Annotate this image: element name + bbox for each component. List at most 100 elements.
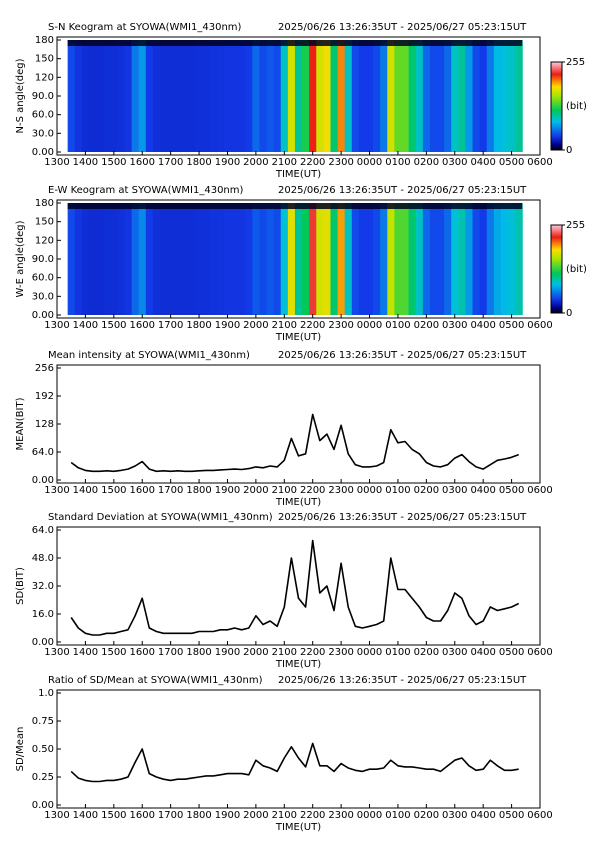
- x-tick-label: 1400: [73, 320, 98, 331]
- y-axis-label: SD/Mean: [15, 727, 26, 772]
- x-tick-label: 2000: [243, 647, 268, 658]
- y-tick-label: 128: [35, 419, 54, 430]
- x-tick-label: 1400: [73, 647, 98, 658]
- keogram-column: [252, 40, 260, 152]
- x-tick-label: 2100: [272, 157, 297, 168]
- x-tick-label: 1500: [101, 810, 126, 821]
- x-tick-label: 1600: [130, 485, 155, 496]
- keogram-column: [323, 40, 331, 152]
- keogram-column: [437, 40, 445, 152]
- keogram-column: [380, 203, 388, 315]
- keogram-column: [188, 40, 197, 152]
- x-tick-label: 0400: [470, 810, 495, 821]
- keogram-column: [444, 203, 452, 315]
- keogram-column: [74, 203, 83, 315]
- keogram-column: [223, 40, 232, 152]
- x-tick-label: 0500: [499, 320, 524, 331]
- keogram-column: [415, 40, 424, 152]
- x-tick-label: 2100: [272, 810, 297, 821]
- keogram-column: [96, 203, 104, 315]
- keogram-column: [103, 203, 111, 315]
- x-tick-label: 0100: [385, 485, 410, 496]
- keogram-column: [422, 40, 431, 152]
- keogram-column: [223, 203, 232, 315]
- keogram-column: [465, 40, 474, 152]
- keogram-column: [330, 203, 339, 315]
- keogram-column: [294, 40, 303, 152]
- keogram-column: [394, 203, 402, 315]
- chart-title: Ratio of SD/Mean at SYOWA(WMI1_430nm): [48, 675, 263, 686]
- y-tick-label: 0.25: [32, 772, 54, 783]
- y-tick-label: 30.0: [32, 128, 54, 139]
- colorbar-tick-label: 0: [566, 145, 572, 156]
- keogram-column: [273, 40, 282, 152]
- keogram-column: [124, 40, 133, 152]
- x-tick-label: 0400: [470, 485, 495, 496]
- x-tick-label: 0100: [385, 810, 410, 821]
- x-tick-label: 1800: [186, 485, 211, 496]
- x-tick-label: 1600: [130, 810, 155, 821]
- keogram-column: [231, 203, 239, 315]
- keogram-column: [110, 203, 118, 315]
- keogram-column: [493, 203, 502, 315]
- keogram-column: [515, 40, 523, 152]
- x-axis-label: TIME(UT): [275, 497, 321, 508]
- keogram-column: [67, 203, 76, 315]
- keogram-column: [259, 40, 268, 152]
- x-tick-label: 2300: [328, 647, 353, 658]
- x-tick-label: 1800: [186, 320, 211, 331]
- keogram-column: [209, 40, 218, 152]
- keogram-column: [287, 40, 296, 152]
- keogram-column: [181, 203, 189, 315]
- keogram-column: [493, 40, 502, 152]
- colorbar-tick-label: 255: [566, 57, 585, 68]
- x-tick-label: 0300: [442, 320, 467, 331]
- keogram-column: [287, 203, 296, 315]
- keogram-column: [181, 40, 189, 152]
- keogram-column: [479, 203, 488, 315]
- keogram-edge-band: [67, 40, 523, 46]
- colorbar-label: (bit): [566, 101, 587, 112]
- x-tick-label: 2300: [328, 157, 353, 168]
- keogram-column: [344, 203, 353, 315]
- keogram-column: [437, 203, 445, 315]
- colorbar-label: (bit): [566, 264, 587, 275]
- keogram-column: [415, 203, 424, 315]
- keogram-column: [500, 203, 509, 315]
- y-tick-label: 0.00: [32, 310, 54, 321]
- keogram-column: [451, 40, 459, 152]
- keogram-column: [81, 203, 90, 315]
- x-tick-label: 0200: [414, 485, 439, 496]
- keogram-column: [81, 40, 90, 152]
- keogram-column: [195, 40, 204, 152]
- x-tick-label: 0300: [442, 810, 467, 821]
- y-tick-label: 60.0: [32, 273, 54, 284]
- x-tick-label: 1900: [215, 647, 240, 658]
- colorbar-tick-label: 0: [566, 308, 572, 319]
- keogram-column: [152, 40, 161, 152]
- x-tick-label: 0400: [470, 157, 495, 168]
- x-tick-label: 1700: [158, 810, 183, 821]
- x-tick-label: 1800: [186, 157, 211, 168]
- x-tick-label: 1400: [73, 157, 98, 168]
- y-tick-label: 16.0: [32, 609, 54, 620]
- x-tick-label: 2200: [300, 810, 325, 821]
- x-tick-label: 2000: [243, 485, 268, 496]
- keogram-column: [486, 203, 495, 315]
- x-axis-label: TIME(UT): [275, 169, 321, 180]
- keogram-column: [245, 40, 253, 152]
- keogram-column: [337, 203, 346, 315]
- x-tick-label: 1600: [130, 320, 155, 331]
- y-tick-label: 150: [35, 54, 54, 65]
- x-tick-label: 0500: [499, 485, 524, 496]
- x-tick-label: 0100: [385, 320, 410, 331]
- x-tick-label: 1300: [44, 320, 69, 331]
- y-tick-label: 32.0: [32, 581, 54, 592]
- keogram-column: [472, 40, 481, 152]
- keogram-column: [238, 40, 246, 152]
- y-tick-label: 90.0: [32, 91, 54, 102]
- keogram-column: [159, 40, 168, 152]
- x-tick-label: 0500: [499, 157, 524, 168]
- y-tick-label: 256: [35, 363, 54, 374]
- y-tick-label: 90.0: [32, 254, 54, 265]
